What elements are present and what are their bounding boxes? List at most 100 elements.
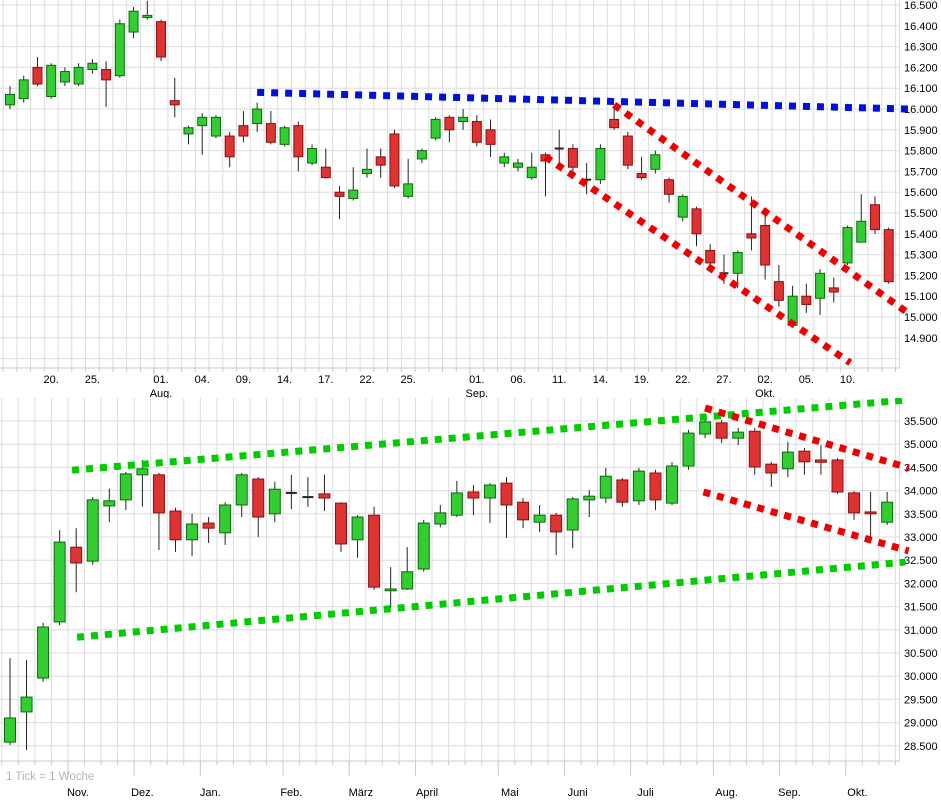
y-axis-label: 15.500 (904, 208, 938, 220)
candle-body (583, 495, 596, 501)
candle (513, 158, 524, 172)
candle-body (219, 504, 232, 534)
y-axis-label: 16.300 (904, 42, 938, 54)
candle (864, 491, 877, 538)
y-axis-label: 16.000 (904, 104, 938, 116)
candle-body (699, 421, 712, 435)
weekly-candles (4, 414, 894, 750)
y-axis-label: 35.500 (904, 416, 938, 428)
daily-y-axis-labels: 16.500 16.400 16.300 16.200 16.100 16.000 15.9… (904, 0, 938, 345)
x-axis-label: Juli (637, 787, 654, 799)
y-axis-label: 15.100 (904, 291, 938, 303)
daily-axis-ticks (2, 368, 897, 383)
candle-body (279, 127, 290, 145)
candle (318, 474, 331, 512)
candle-body (773, 281, 784, 301)
trend-line-resistance-line (257, 88, 909, 113)
candle (87, 59, 98, 74)
candle-body (268, 488, 281, 515)
y-axis-label: 16.400 (904, 21, 938, 33)
candle (632, 467, 645, 505)
candle-body (746, 233, 757, 239)
candle-body (361, 168, 372, 174)
candle-body (471, 120, 482, 143)
candle-body (842, 227, 853, 264)
candle (128, 7, 139, 39)
candle-body (828, 287, 839, 293)
candle (320, 148, 331, 179)
candle-body (186, 523, 199, 541)
x-axis-label: 09. (236, 374, 251, 386)
candle-body (197, 116, 208, 127)
x-axis-label: 22. (675, 374, 690, 386)
x-axis-label: Nov. (67, 787, 89, 799)
y-axis-label: 28.500 (904, 741, 938, 753)
candle-body (348, 189, 359, 199)
candle (375, 148, 386, 178)
candle (334, 185, 345, 220)
candle (801, 283, 812, 313)
y-axis-label: 30.000 (904, 671, 938, 683)
candle-body (869, 204, 880, 231)
candle-body (856, 220, 867, 243)
candle (210, 115, 221, 139)
x-axis-label: Feb. (280, 787, 302, 799)
candle (5, 86, 15, 109)
y-axis-label: 34.000 (904, 486, 938, 498)
candle-body (235, 474, 248, 506)
y-axis-label: 16.500 (904, 0, 938, 12)
candle-body (781, 451, 794, 470)
candle-body (554, 147, 564, 150)
candle-body (20, 696, 33, 713)
candle-body (500, 482, 513, 506)
candle-body (401, 571, 414, 590)
trend-line-up-channel-lower (76, 558, 906, 641)
candle (814, 445, 827, 475)
x-axis-label: 25. (85, 374, 100, 386)
candle-body (169, 510, 182, 541)
candle (566, 497, 579, 549)
candle-body (636, 172, 647, 179)
candle (458, 109, 469, 130)
candle (467, 485, 480, 516)
candle (152, 472, 165, 550)
candle-body (37, 626, 50, 679)
candle (550, 512, 563, 556)
candle (517, 498, 530, 529)
candle-body (499, 156, 510, 164)
candle-body (403, 183, 414, 197)
weekly-grid (0, 398, 900, 762)
y-axis-label: 34.500 (904, 462, 938, 474)
candle-body (831, 459, 844, 493)
x-axis-label: 01. (469, 374, 484, 386)
candle (842, 225, 853, 265)
candle (119, 472, 132, 511)
candle (101, 61, 112, 107)
candle-body (513, 162, 524, 168)
candle (773, 265, 784, 307)
candle-body (450, 492, 463, 516)
x-axis-label: 14. (593, 374, 608, 386)
candle (169, 507, 182, 552)
candle (37, 622, 50, 682)
daily-trend-lines (257, 88, 910, 366)
candle-body (368, 514, 381, 588)
weekly-y-axis-labels: 35.500 35.000 34.500 34.000 33.500 33.000 32.5… (904, 416, 938, 753)
candle (183, 125, 194, 145)
x-axis-label: 05. (799, 374, 814, 386)
x-axis-label: Mai (501, 787, 519, 799)
candle-body (103, 500, 116, 507)
y-axis-label: 16.200 (904, 62, 938, 74)
x-axis-label: 04. (195, 374, 210, 386)
candle (238, 111, 249, 143)
y-axis-label: 15.700 (904, 166, 938, 178)
y-axis-label: 32.000 (904, 578, 938, 590)
candle-body (265, 123, 276, 143)
candle (582, 163, 592, 195)
candle (202, 517, 215, 544)
y-axis-label: 30.500 (904, 648, 938, 660)
candle-body (334, 191, 345, 197)
candle (20, 659, 33, 750)
candle-body (677, 195, 688, 218)
candle-body (101, 68, 112, 81)
